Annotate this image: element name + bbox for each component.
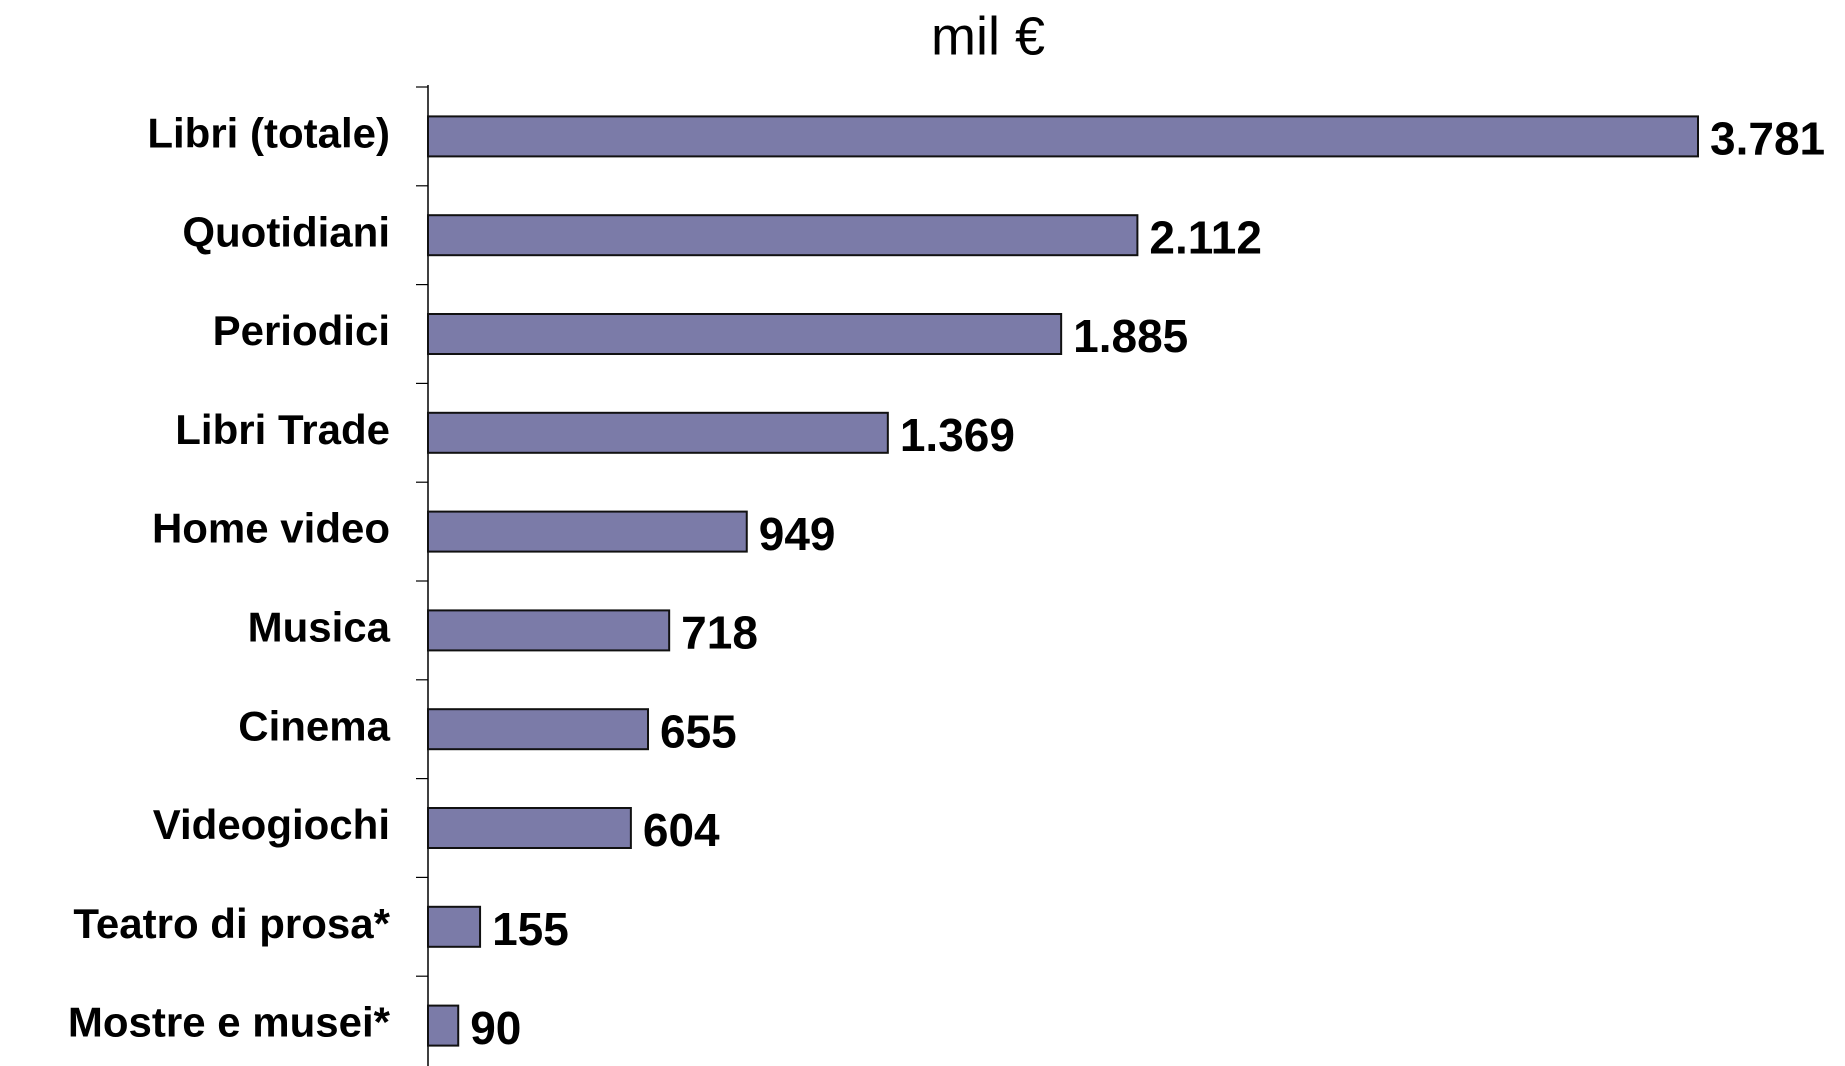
category-label: Musica (248, 603, 391, 650)
category-label: Mostre e musei* (68, 999, 391, 1046)
category-label: Teatro di prosa* (73, 900, 390, 947)
bar (427, 1004, 460, 1047)
bar (427, 313, 1063, 355)
value-label: 90 (470, 1002, 521, 1054)
bar (427, 411, 889, 454)
category-label: Libri (totale) (147, 109, 390, 156)
category-label: Cinema (238, 702, 390, 749)
value-label: 1.369 (900, 409, 1015, 461)
value-label: 655 (660, 705, 737, 757)
bar (427, 807, 632, 849)
bar (427, 115, 1699, 158)
bar (427, 214, 1139, 257)
value-label: 155 (492, 903, 569, 955)
value-label: 2.112 (1149, 211, 1262, 263)
bar (427, 510, 748, 553)
category-label: Home video (152, 505, 390, 552)
value-label: 718 (681, 607, 758, 659)
value-label: 3.781 (1710, 113, 1825, 165)
bar (427, 708, 650, 751)
category-label: Libri Trade (175, 406, 390, 453)
bar (427, 905, 482, 948)
bar (427, 609, 671, 652)
category-label: Periodici (213, 307, 390, 354)
value-label: 1.885 (1073, 310, 1188, 362)
category-label: Videogiochi (153, 801, 390, 848)
category-label: Quotidiani (182, 208, 390, 255)
chart-title: mil € (931, 6, 1045, 66)
value-label: 949 (759, 508, 836, 560)
value-label: 604 (643, 804, 720, 856)
